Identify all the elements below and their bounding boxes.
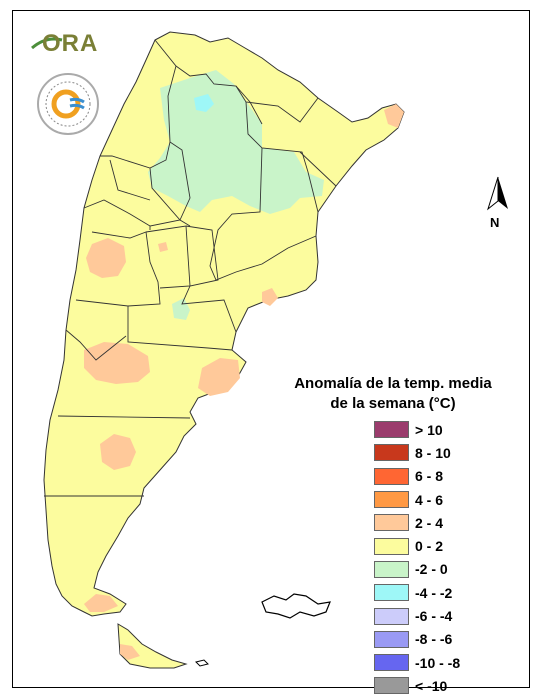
legend-swatch bbox=[374, 491, 409, 509]
legend-title-line1: Anomalía de la temp. media bbox=[294, 375, 492, 392]
warm-anomaly-chubut bbox=[100, 434, 136, 470]
warm-anomaly-santacruz bbox=[84, 594, 118, 612]
warm-anomaly-laspampas bbox=[262, 288, 278, 306]
legend-swatch bbox=[374, 514, 409, 532]
legend-swatch bbox=[374, 467, 409, 485]
legend-item: -6 - -4 bbox=[374, 604, 494, 627]
legend-swatch bbox=[374, 444, 409, 462]
legend: > 10 8 - 10 6 - 8 4 - 6 2 - 4 0 - 2 -2 - 0 -4 -… bbox=[374, 418, 494, 698]
legend-label: -2 - 0 bbox=[415, 561, 448, 578]
province-borders bbox=[44, 39, 337, 497]
smn-seal-icon bbox=[37, 73, 99, 135]
legend-title: Anomalía de la temp. media de la semana … bbox=[290, 374, 496, 414]
legend-item: -2 - 0 bbox=[374, 558, 494, 581]
legend-label: 4 - 6 bbox=[415, 491, 444, 508]
legend-title-line2: de la semana (°C) bbox=[330, 395, 456, 412]
legend-swatch bbox=[374, 584, 409, 602]
legend-swatch bbox=[374, 560, 409, 578]
warm-anomaly-rionegro bbox=[198, 358, 240, 396]
logos: ORA bbox=[30, 28, 110, 138]
legend-label: -6 - -4 bbox=[415, 608, 453, 625]
map-frame bbox=[12, 10, 530, 688]
warm-anomaly-catamarca bbox=[158, 242, 168, 252]
legend-swatch bbox=[374, 677, 409, 695]
warm-anomaly-sanjuan bbox=[86, 238, 126, 278]
legend-label: 0 - 2 bbox=[415, 538, 444, 555]
ora-logo-text: ORA bbox=[42, 30, 99, 57]
warm-anomaly-misiones bbox=[384, 104, 404, 128]
legend-item: > 10 bbox=[374, 418, 494, 441]
legend-label: 8 - 10 bbox=[415, 444, 451, 461]
legend-item: -8 - -6 bbox=[374, 628, 494, 651]
legend-item: 4 - 6 bbox=[374, 488, 494, 511]
legend-label: -8 - -6 bbox=[415, 631, 453, 648]
legend-label: > 10 bbox=[415, 421, 443, 438]
small-island bbox=[195, 659, 209, 667]
warm-anomaly-neuquen bbox=[84, 342, 150, 384]
cold-anomaly-salta bbox=[194, 94, 214, 112]
legend-label: < -10 bbox=[415, 677, 448, 694]
legend-swatch bbox=[374, 630, 409, 648]
legend-label: 2 - 4 bbox=[415, 514, 444, 531]
legend-label: 6 - 8 bbox=[415, 468, 444, 485]
legend-item: 6 - 8 bbox=[374, 465, 494, 488]
legend-item: -10 - -8 bbox=[374, 651, 494, 674]
legend-swatch bbox=[374, 421, 409, 439]
warm-anomaly-tdf bbox=[120, 644, 140, 660]
north-label: N bbox=[490, 215, 500, 230]
ora-swoosh-icon bbox=[31, 37, 63, 50]
legend-swatch bbox=[374, 537, 409, 555]
north-arrow: N bbox=[482, 175, 514, 231]
cool-anomaly-north bbox=[148, 70, 324, 214]
legend-item: < -10 bbox=[374, 674, 494, 697]
north-arrow-icon bbox=[487, 176, 508, 211]
legend-item: -4 - -2 bbox=[374, 581, 494, 604]
islas-malvinas bbox=[261, 593, 331, 619]
legend-label: -4 - -2 bbox=[415, 584, 453, 601]
legend-swatch bbox=[374, 607, 409, 625]
legend-item: 2 - 4 bbox=[374, 511, 494, 534]
legend-item: 8 - 10 bbox=[374, 441, 494, 464]
legend-label: -10 - -8 bbox=[415, 654, 461, 671]
legend-item: 0 - 2 bbox=[374, 534, 494, 557]
legend-swatch bbox=[374, 654, 409, 672]
